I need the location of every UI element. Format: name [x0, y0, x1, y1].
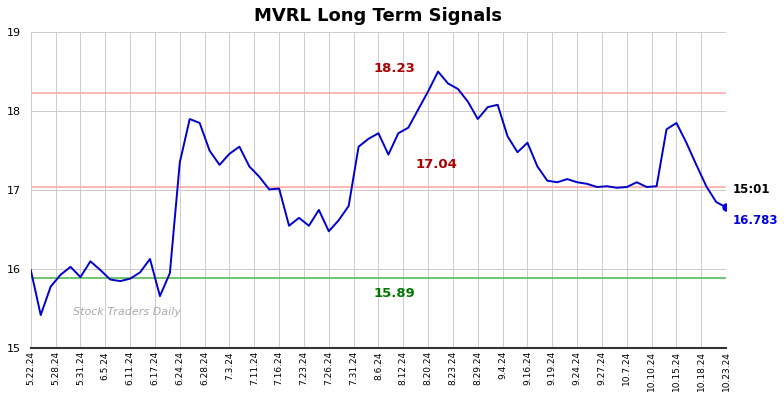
- Text: 16.783: 16.783: [732, 214, 778, 226]
- Text: 15:01: 15:01: [732, 183, 770, 197]
- Title: MVRL Long Term Signals: MVRL Long Term Signals: [255, 7, 503, 25]
- Text: Stock Traders Daily: Stock Traders Daily: [72, 306, 180, 317]
- Text: 17.04: 17.04: [416, 158, 458, 171]
- Text: 18.23: 18.23: [373, 62, 416, 74]
- Text: 15.89: 15.89: [373, 287, 416, 300]
